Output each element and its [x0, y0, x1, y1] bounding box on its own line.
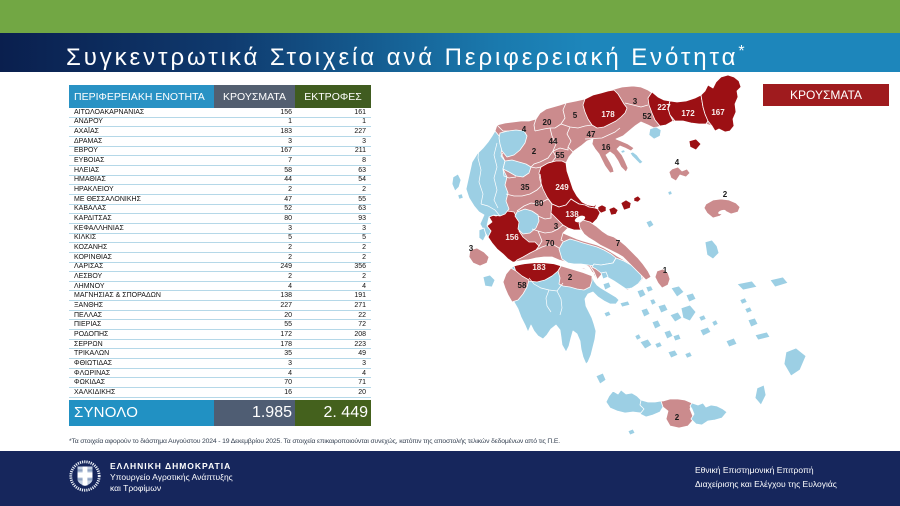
svg-text:7: 7: [616, 239, 621, 248]
svg-text:80: 80: [535, 199, 544, 208]
svg-text:35: 35: [521, 183, 530, 192]
svg-text:172: 172: [681, 109, 695, 118]
svg-text:44: 44: [549, 137, 558, 146]
svg-text:55: 55: [556, 151, 565, 160]
svg-text:47: 47: [587, 130, 596, 139]
svg-text:183: 183: [532, 263, 546, 272]
svg-text:20: 20: [543, 118, 552, 127]
svg-text:16: 16: [602, 143, 611, 152]
svg-text:2: 2: [675, 413, 680, 422]
svg-text:4: 4: [522, 125, 527, 134]
svg-text:3: 3: [633, 97, 638, 106]
svg-text:58: 58: [518, 281, 527, 290]
svg-text:3: 3: [469, 244, 474, 253]
svg-text:4: 4: [675, 158, 680, 167]
svg-text:178: 178: [601, 110, 615, 119]
svg-text:3: 3: [554, 222, 559, 231]
svg-text:52: 52: [643, 112, 652, 121]
svg-text:249: 249: [555, 183, 569, 192]
svg-text:227: 227: [657, 103, 671, 112]
svg-text:2: 2: [723, 190, 728, 199]
svg-text:167: 167: [711, 108, 725, 117]
svg-text:2: 2: [568, 273, 573, 282]
svg-text:1: 1: [663, 266, 668, 275]
svg-text:138: 138: [565, 210, 579, 219]
svg-text:156: 156: [505, 233, 519, 242]
svg-text:70: 70: [546, 239, 555, 248]
svg-text:2: 2: [532, 147, 537, 156]
svg-text:5: 5: [573, 111, 578, 120]
